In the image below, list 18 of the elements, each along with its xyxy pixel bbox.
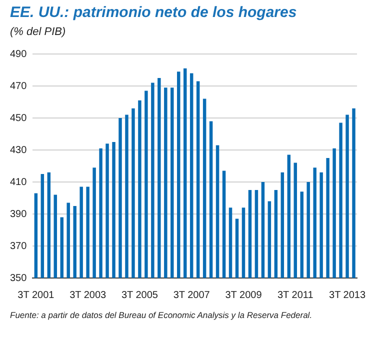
x-tick-label: 3T 2009 [225, 290, 262, 301]
x-tick-label: 3T 2005 [121, 290, 158, 301]
y-tick-label: 390 [10, 208, 28, 220]
y-tick-label: 370 [10, 240, 28, 252]
source-note: Fuente: a partir de datos del Bureau of Economic Analysis y la Reserva Federal. [10, 310, 314, 321]
y-tick-label: 490 [10, 48, 28, 60]
x-tick-label: 3T 2011 [277, 290, 314, 301]
x-tick-label: 3T 2001 [18, 290, 55, 301]
chart-subtitle: (% del PIB) [10, 26, 66, 38]
y-tick-label: 350 [10, 272, 28, 284]
x-tick-label: 3T 2007 [173, 290, 210, 301]
x-tick-label: 3T 2013 [329, 290, 366, 301]
y-tick-label: 430 [10, 144, 28, 156]
x-tick-label: 3T 2003 [70, 290, 107, 301]
chart-title: EE. UU.: patrimonio neto de los hogares [10, 4, 297, 21]
y-tick-label: 410 [10, 176, 28, 188]
y-tick-label: 450 [10, 112, 28, 124]
y-tick-label: 470 [10, 80, 28, 92]
